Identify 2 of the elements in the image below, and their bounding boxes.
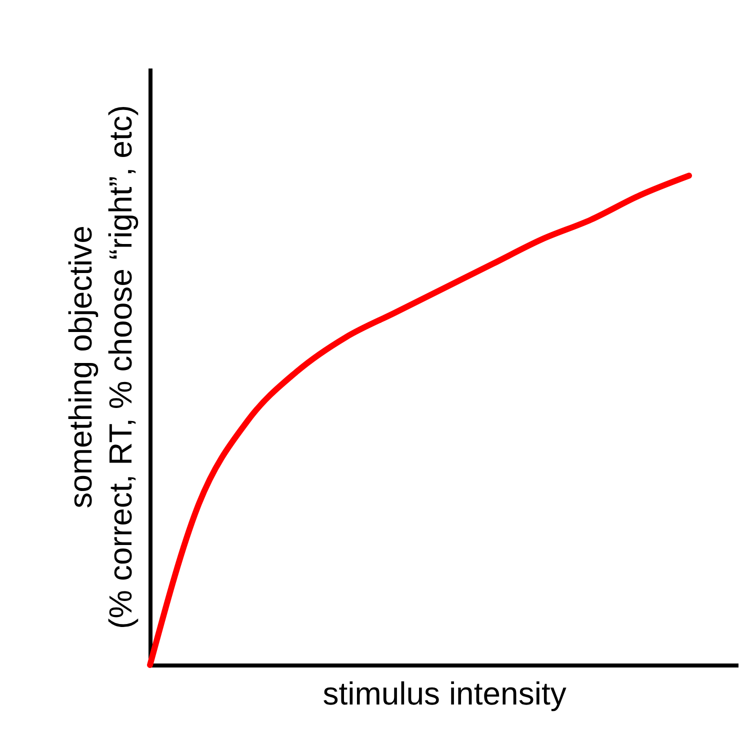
x-axis-title: stimulus intensity [322,676,566,712]
y-axis-title: something objective (% correct, RT, % choose “right”, etc) [62,105,138,629]
